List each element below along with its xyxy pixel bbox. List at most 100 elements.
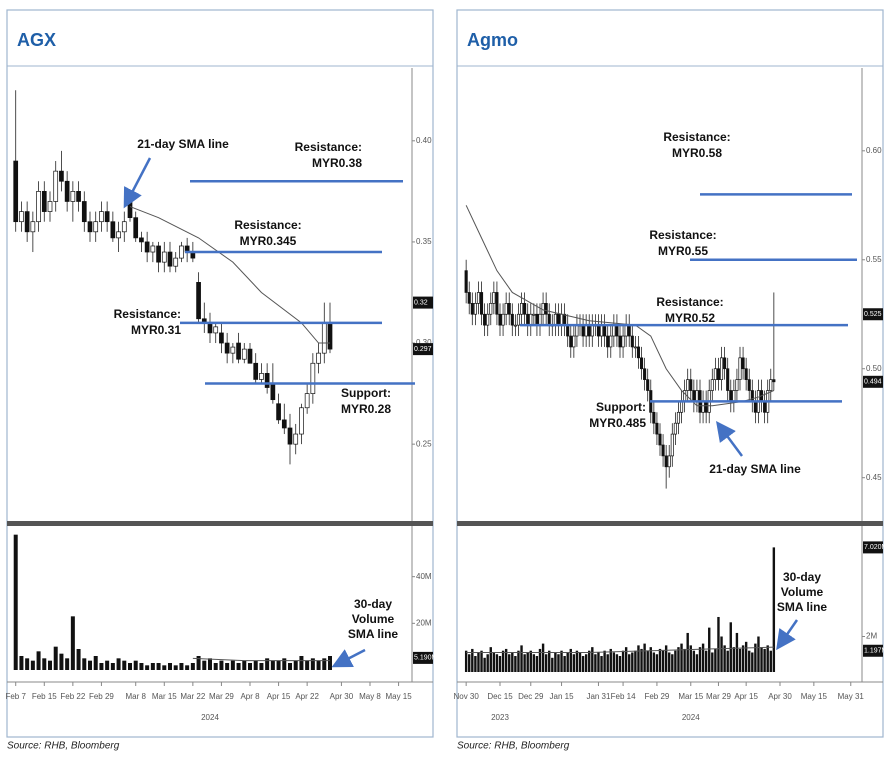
candle-body — [281, 419, 287, 429]
level-price: MYR0.52 — [665, 311, 715, 325]
volume-bar — [760, 647, 763, 672]
x-tick-label: Apr 22 — [295, 692, 319, 701]
volume-bar — [692, 650, 696, 672]
volume-bar — [646, 650, 649, 672]
price-box-label: 0.494 — [864, 379, 882, 386]
x-tick-label: Feb 7 — [5, 692, 26, 701]
price-box-label: 0.32 — [414, 299, 428, 306]
volume-bar — [328, 656, 332, 670]
candle-body — [13, 160, 19, 223]
candle-body — [544, 303, 548, 315]
volume-bar — [551, 657, 554, 672]
sma-line — [129, 206, 330, 344]
volume-bar — [560, 650, 563, 672]
candle-body — [547, 313, 551, 326]
candle-body — [729, 390, 733, 402]
volume-bar — [208, 658, 212, 670]
volume-bar — [735, 632, 739, 672]
candle-body — [630, 335, 634, 348]
volume-bar — [225, 663, 230, 670]
volume-bar — [474, 656, 477, 672]
candle-body — [316, 352, 321, 364]
candle-body — [627, 324, 631, 337]
volume-bar — [544, 654, 548, 672]
volume-note: SMA line — [348, 627, 399, 641]
candle-body — [476, 292, 481, 304]
candle-body — [483, 313, 487, 326]
candle-body — [293, 433, 299, 445]
volume-bar — [609, 648, 612, 672]
candle-body — [144, 241, 150, 253]
x-tick-label: Mar 15 — [678, 692, 703, 701]
volume-bar — [139, 663, 144, 670]
candle-body — [541, 303, 545, 315]
candle-body — [236, 342, 241, 360]
volume-bar — [689, 645, 692, 672]
candle-body — [110, 221, 116, 239]
x-tick-label: May 8 — [359, 692, 381, 701]
volume-bar — [529, 650, 532, 672]
x-tick-label: Apr 30 — [768, 692, 792, 701]
volume-bar — [738, 648, 742, 672]
volume-bar — [477, 652, 480, 672]
x-tick-label: Dec 15 — [487, 692, 513, 701]
candle-body — [24, 211, 30, 233]
candle-body — [156, 245, 161, 263]
volume-bar — [145, 665, 150, 670]
volume-bar — [128, 663, 132, 670]
volume-bar — [575, 650, 579, 672]
volume-bar — [483, 657, 486, 672]
volume-bar — [196, 656, 201, 670]
x-tick-label: Apr 30 — [330, 692, 354, 701]
candle-body — [618, 335, 622, 348]
candle-body — [553, 313, 557, 326]
panel-separator — [457, 521, 883, 526]
candle-body — [529, 313, 533, 326]
volume-bar — [597, 652, 600, 672]
volume-note: Volume — [781, 585, 824, 599]
candle-body — [750, 390, 754, 402]
volume-bar — [621, 650, 625, 672]
candle-body — [224, 342, 230, 354]
volume-bar — [504, 648, 508, 672]
volume-bar — [588, 650, 591, 672]
candle-body — [732, 390, 736, 402]
volume-bar — [631, 652, 634, 672]
candle-body — [213, 326, 219, 334]
volume-bar — [523, 654, 526, 672]
volume-bar — [695, 654, 699, 672]
candle-body — [747, 379, 751, 391]
candle-body — [76, 191, 81, 202]
candle-body — [639, 357, 644, 370]
candle-body — [599, 324, 604, 337]
candle-body — [247, 348, 253, 364]
candle-body — [64, 180, 70, 202]
volume-bar — [532, 654, 536, 672]
candle-body — [87, 221, 93, 233]
x-tick-label: Nov 30 — [453, 692, 479, 701]
level-price: MYR0.55 — [658, 244, 708, 258]
price-box — [863, 541, 883, 554]
volume-bar — [498, 656, 502, 672]
candle-body — [479, 292, 484, 315]
candle-body — [658, 433, 662, 446]
volume-bar — [701, 643, 705, 672]
volume-bar — [514, 656, 517, 672]
x-tick-label: May 15 — [801, 692, 828, 701]
level-price: MYR0.485 — [589, 416, 646, 430]
candle-body — [655, 422, 659, 435]
candle-body — [47, 201, 53, 212]
x-tick-label: Feb 22 — [60, 692, 85, 701]
x-tick-label: Feb 29 — [89, 692, 114, 701]
candle-body — [270, 383, 276, 401]
candle-body — [581, 324, 585, 337]
y-tick-label: 0.55 — [866, 255, 882, 264]
candle-body — [116, 231, 121, 239]
candle-body — [304, 393, 310, 409]
sma-arrow — [716, 420, 744, 457]
level-price: MYR0.58 — [672, 146, 722, 160]
volume-bar — [680, 643, 683, 672]
volume-bar — [230, 660, 235, 670]
candle-body — [327, 322, 333, 350]
